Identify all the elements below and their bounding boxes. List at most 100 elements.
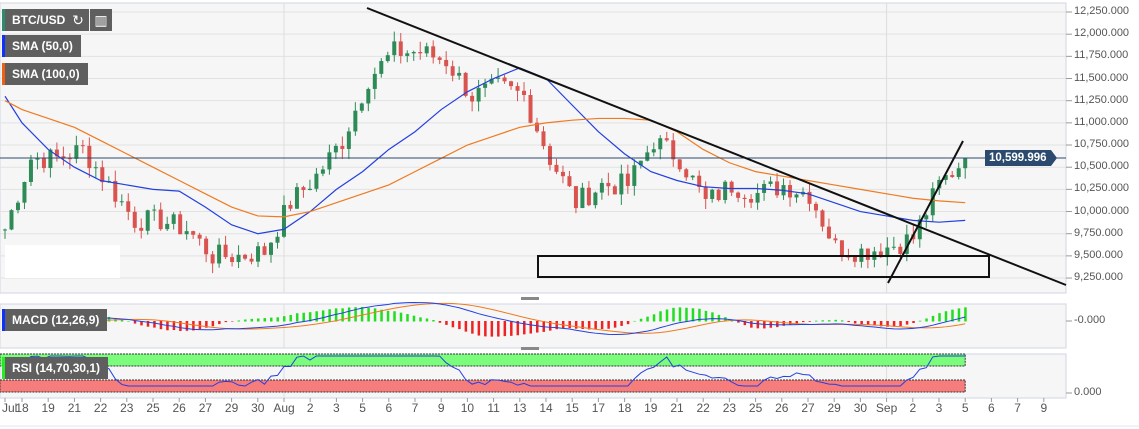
macd-histogram-bar (607, 321, 610, 329)
candle-body (3, 229, 7, 231)
x-tick-label: 15 (565, 401, 579, 415)
candle-body (457, 72, 462, 76)
x-tick-label: 27 (801, 401, 815, 415)
candle-body (249, 258, 254, 262)
candle-body (755, 192, 760, 203)
candle-body (476, 87, 481, 102)
candle-body (333, 145, 338, 153)
symbol-tag[interactable]: BTC/USD (2, 9, 74, 31)
candle-body (820, 210, 825, 227)
candle-body (307, 188, 312, 191)
candle-body (132, 211, 137, 228)
macd-histogram-bar (827, 320, 831, 322)
candle-body (158, 209, 163, 230)
candle-body (392, 41, 397, 56)
macd-histogram-bar (250, 318, 254, 322)
candle-body (749, 199, 754, 203)
candle-body (502, 77, 507, 82)
macd-histogram-bar (639, 318, 643, 322)
candle-body (554, 164, 559, 172)
macd-histogram-bar (302, 312, 305, 322)
refresh-button[interactable]: ↻ (67, 9, 89, 31)
macd-histogram-bar (873, 321, 876, 326)
candle-body (677, 159, 682, 170)
macd-histogram-bar (458, 321, 461, 330)
macd-histogram-bar (373, 308, 377, 322)
macd-histogram-bar (905, 321, 909, 325)
candle-body (288, 205, 293, 209)
macd-histogram-bar (750, 321, 753, 328)
refresh-icon: ↻ (72, 12, 84, 28)
indicators-button[interactable]: ▥ (90, 9, 112, 31)
macd-histogram-bar (737, 321, 740, 323)
x-tick-label: 9 (437, 401, 445, 415)
candle-body (775, 181, 780, 196)
candle-body (405, 53, 410, 56)
x-tick-label: 10 (460, 401, 475, 415)
x-tick-label: 2 (306, 401, 314, 415)
macd-histogram-bar (529, 321, 533, 334)
candle-body (178, 214, 183, 235)
descending-trendline (366, 7, 1067, 286)
rsi-oversold-zone (0, 379, 966, 393)
macd-histogram-bar (347, 307, 351, 322)
candle-body (74, 145, 79, 159)
candle-body (768, 181, 773, 184)
macd-histogram-bar (237, 320, 241, 322)
x-tick-label: 7 (1014, 401, 1021, 415)
candle-body (119, 201, 124, 203)
macd-histogram-bar (432, 320, 435, 322)
candle-body (437, 57, 442, 60)
macd-histogram-bar (315, 311, 318, 322)
y-tick-label: 12,000.000 (1074, 27, 1130, 40)
macd-histogram-bar (853, 321, 857, 324)
rsi-legend[interactable]: RSI (14,70,30,1) (2, 357, 109, 379)
macd-histogram-bar (179, 321, 182, 332)
macd-histogram-bar (451, 321, 455, 328)
sma50-legend[interactable]: SMA (50,0) (2, 35, 81, 57)
candle-body (826, 226, 831, 239)
y-tick-label: 10,500.000 (1074, 160, 1130, 173)
macd-histogram-bar (925, 318, 928, 322)
macd-histogram-bar (510, 321, 513, 336)
macd-histogram-bar (678, 307, 682, 322)
candle-body (963, 158, 968, 169)
macd-histogram-bar (172, 321, 176, 331)
macd-line (5, 302, 966, 336)
candle-body (48, 149, 53, 169)
candle-body (171, 214, 176, 224)
macd-histogram-bar (840, 320, 844, 322)
candle-body (917, 219, 922, 240)
main-panel (0, 2, 1067, 294)
candle-body (366, 88, 371, 104)
candle-body (671, 140, 676, 160)
x-tick-label: 26 (172, 401, 186, 415)
candle-body (87, 145, 92, 169)
candle-body (515, 86, 520, 91)
rsi-color-bar (2, 357, 5, 379)
candle-body (839, 240, 844, 257)
x-tick-label: 25 (748, 401, 763, 415)
macd-histogram-bar (886, 321, 889, 327)
macd-histogram-bar (834, 319, 837, 322)
macd-histogram-bar (438, 321, 442, 323)
macd-histogram-bar (600, 321, 604, 330)
macd-histogram-bar (289, 314, 292, 322)
macd-legend[interactable]: MACD (12,26,9) (2, 309, 108, 331)
candle-body (736, 192, 741, 198)
x-tick-label: 29 (827, 401, 841, 415)
y-tick-label: 10,750.000 (1074, 138, 1130, 151)
macd-histogram-bar (185, 321, 189, 331)
candle-body (463, 72, 468, 96)
candle-body (625, 173, 630, 186)
macd-histogram-bar (477, 321, 481, 336)
macd-color-bar (2, 309, 5, 331)
candle-body (210, 254, 215, 264)
x-tick-label: 5 (359, 401, 366, 415)
sma100-legend[interactable]: SMA (100,0) (2, 63, 88, 85)
x-tick-label: 27 (198, 401, 213, 415)
x-tick-label: 3 (935, 401, 943, 415)
macd-histogram-bar (523, 321, 526, 335)
candle-body (612, 186, 617, 195)
